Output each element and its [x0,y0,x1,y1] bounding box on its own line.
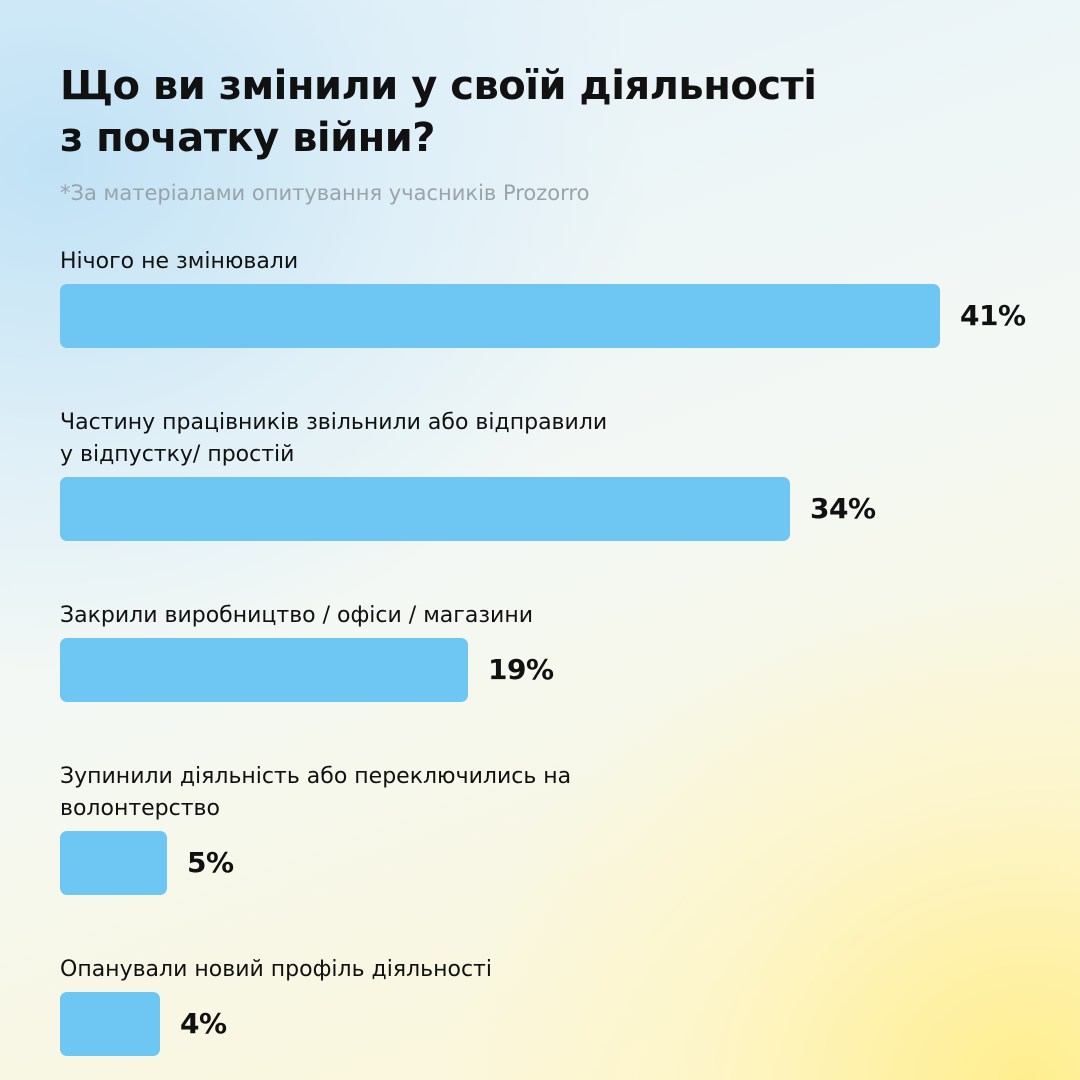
category-label-line: волонтерство [60,796,220,821]
category-label-line: Частину працівників звільнили або відпра… [60,410,608,435]
chart-title-line-2: з початку війни? [60,115,436,161]
category-label-line: Опанували новий профіль діяльності [60,957,492,982]
value-label: 19% [488,653,554,686]
bar [60,638,468,702]
bar [60,992,160,1056]
chart-subtitle: *За матеріалами опитування учасників Pro… [60,181,590,205]
category-label: Закрили виробництво / офіси / магазини [60,600,740,632]
value-label: 5% [187,846,234,879]
category-label-line: Зупинили діяльність або переключились на [60,764,572,789]
value-label: 41% [960,299,1026,332]
bar [60,831,167,895]
chart-title-line-1: Що ви змінили у своїй діяльності [60,63,817,109]
chart-title: Що ви змінили у своїй діяльності з почат… [60,60,960,164]
bar [60,477,790,541]
value-label: 4% [180,1007,227,1040]
value-label: 34% [810,492,876,525]
category-label: Частину працівників звільнили або відпра… [60,407,740,471]
category-label-line: у відпустку/ простій [60,442,295,467]
bar [60,284,940,348]
category-label: Нічого не змінювали [60,246,740,278]
category-label: Опанували новий профіль діяльності [60,954,740,986]
category-label-line: Закрили виробництво / офіси / магазини [60,603,534,628]
category-label-line: Нічого не змінювали [60,249,299,274]
category-label: Зупинили діяльність або переключились на… [60,761,740,825]
